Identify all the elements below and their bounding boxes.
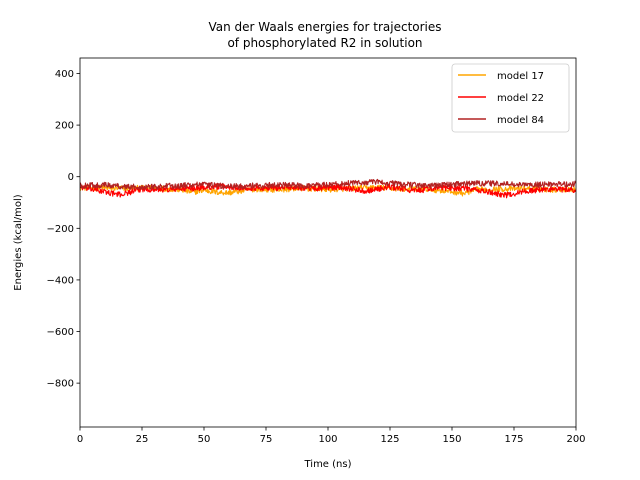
chart-title: Van der Waals energies for trajectories o…: [208, 20, 441, 50]
y-tick-label: −600: [47, 327, 74, 338]
y-tick-label: 0: [68, 172, 74, 183]
y-tick-label: 200: [55, 121, 74, 132]
y-tick-label: −800: [47, 379, 74, 390]
x-tick-label: 125: [380, 434, 399, 445]
legend-box: [451, 63, 570, 133]
x-tick-label: 0: [77, 434, 83, 445]
x-tick-label: 175: [504, 434, 523, 445]
x-axis-ticks: 0 25 50 75 100 125 150 175 200: [77, 427, 586, 445]
x-tick-label: 150: [442, 434, 461, 445]
y-axis-label: Energies (kcal/mol): [13, 194, 24, 291]
y-axis-ticks: −800 −600 −400 −200 0 200 400: [47, 69, 80, 390]
x-axis-label: Time (ns): [303, 459, 351, 470]
x-tick-label: 50: [198, 434, 211, 445]
chart-title-line: of phosphorylated R2 in solution: [227, 36, 422, 50]
chart-title-line: Van der Waals energies for trajectories: [208, 20, 441, 34]
x-tick-label: 100: [318, 434, 337, 445]
x-tick-label: 75: [260, 434, 273, 445]
series-line-model-84: [80, 178, 576, 191]
y-tick-label: 400: [55, 69, 74, 80]
y-tick-label: −400: [47, 275, 74, 286]
legend-label: model 84: [497, 115, 544, 126]
legend-label: model 22: [497, 93, 544, 104]
y-tick-label: −200: [47, 224, 74, 235]
x-tick-label: 25: [136, 434, 149, 445]
series-line-model-22: [80, 183, 576, 199]
legend-label: model 17: [497, 71, 544, 82]
legend: model 17 model 22 model 84: [451, 63, 570, 133]
series-lines: [80, 178, 576, 199]
x-tick-label: 200: [566, 434, 585, 445]
